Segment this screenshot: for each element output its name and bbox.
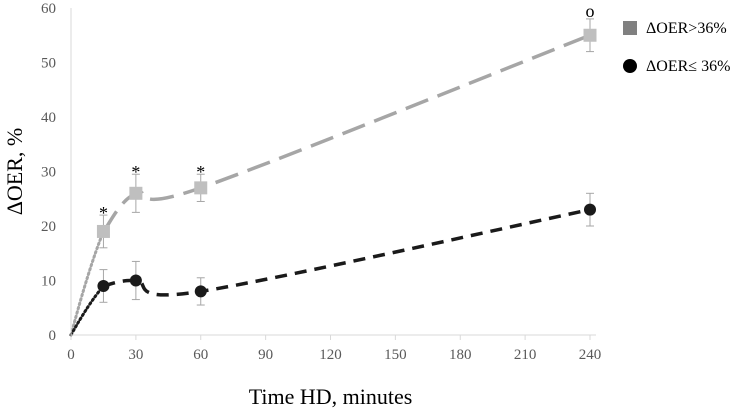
legend-swatch-square xyxy=(623,21,637,35)
legend-swatch-circle xyxy=(623,59,637,73)
x-tick-label: 150 xyxy=(384,347,407,363)
significance-marker: * xyxy=(196,162,205,182)
x-tick-label: 30 xyxy=(128,347,143,363)
series-0-dashed-line xyxy=(102,33,591,233)
y-axis-title: ΔOER, % xyxy=(2,128,27,215)
axes: 0 10 20 30 40 50 60 0 30 60 90 120 150 180 210 240 xyxy=(41,1,601,363)
x-axis-title: Time HD, minutes xyxy=(249,384,413,409)
legend: ΔOER>36% ΔOER≤ 36% xyxy=(623,20,730,75)
legend-label: ΔOER>36% xyxy=(646,20,727,37)
data-markers xyxy=(96,28,597,298)
y-tick-label: 20 xyxy=(41,219,56,235)
data-point-circle xyxy=(194,285,207,298)
series-lines xyxy=(69,33,591,337)
x-tick-label: 120 xyxy=(319,347,342,363)
data-point-square xyxy=(96,224,110,238)
significance-marker: * xyxy=(131,162,140,182)
significance-marker: * xyxy=(99,203,108,223)
y-tick-label: 40 xyxy=(41,110,56,126)
x-tick-label: 60 xyxy=(193,347,208,363)
annotations: * * * o xyxy=(99,1,595,223)
series-0-dotted-line xyxy=(69,229,105,337)
y-tick-label: 0 xyxy=(49,328,57,344)
significance-marker: o xyxy=(586,1,595,21)
data-point-circle xyxy=(97,279,110,292)
x-tick-label: 180 xyxy=(449,347,472,363)
x-tick-label: 90 xyxy=(258,347,273,363)
legend-label: ΔOER≤ 36% xyxy=(646,58,730,75)
x-tick-label: 210 xyxy=(514,347,537,363)
x-tick-label: 240 xyxy=(579,347,602,363)
y-tick-label: 30 xyxy=(41,165,56,181)
series-1-dashed-line xyxy=(103,207,591,297)
data-point-circle xyxy=(129,274,142,287)
series-1-dotted-line xyxy=(69,284,105,337)
data-point-circle xyxy=(584,203,596,216)
data-point-square xyxy=(583,28,597,42)
data-point-square xyxy=(194,181,208,195)
y-tick-label: 50 xyxy=(41,56,56,72)
x-tick-label: 0 xyxy=(67,347,75,363)
y-tick-label: 10 xyxy=(41,274,56,290)
y-tick-label: 60 xyxy=(41,1,56,17)
data-point-square xyxy=(129,186,143,200)
